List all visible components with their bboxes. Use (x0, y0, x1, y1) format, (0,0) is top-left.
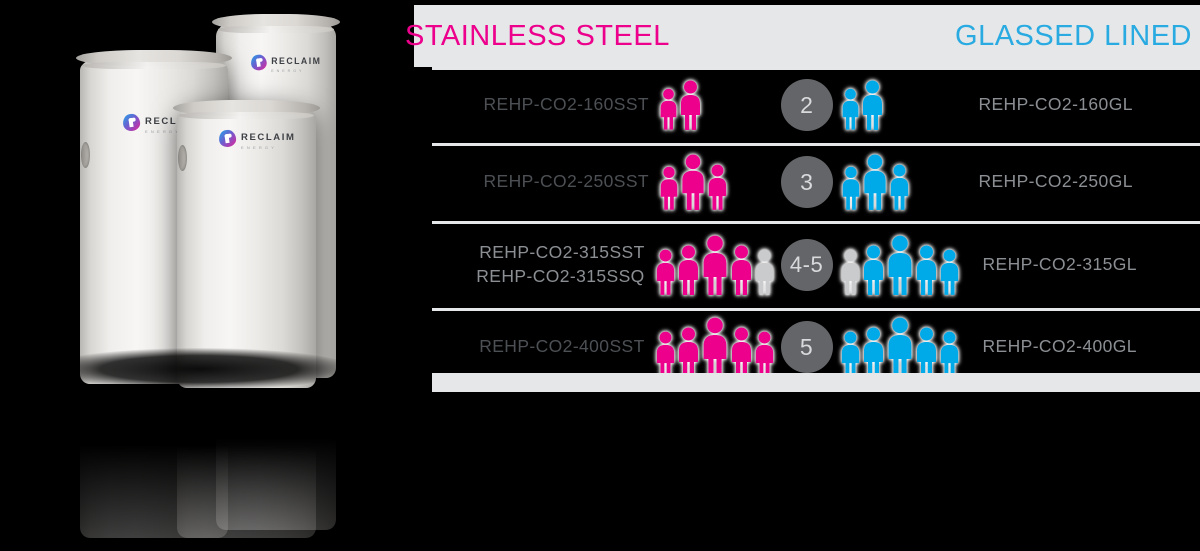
occupancy-badge: 3 (780, 156, 833, 208)
people-group-glassed (841, 80, 954, 130)
person-icon (889, 317, 912, 377)
person-icon (941, 331, 959, 377)
tank-side-port (178, 145, 187, 171)
person-icon (681, 80, 700, 130)
brand-logo-front: RECLAIM ENERGY (217, 128, 296, 150)
table-row[interactable]: REHP-CO2-250SST 3 REHP-CO2-250GL (414, 143, 1200, 221)
floor-shadow-front (44, 348, 354, 390)
person-icon (864, 327, 884, 377)
brand-logo-left: RECLAIM ENERGY (121, 112, 200, 134)
header-title-glassed-lined: GLASSED LINED (955, 19, 1192, 52)
glassed-lined-model-codes: REHP-CO2-400GL (958, 335, 1200, 359)
person-icon (842, 249, 860, 295)
occupancy-badge: 4-5 (780, 238, 833, 291)
glassed-lined-model-codes: REHP-CO2-160GL (954, 93, 1200, 117)
person-icon (842, 331, 860, 377)
logo-wordmark: RECLAIM (241, 132, 296, 143)
tank-rim (179, 112, 314, 119)
stainless-steel-model-codes: REHP-CO2-250SST (414, 170, 659, 194)
occupancy-badge-wrap: 3 (772, 156, 841, 208)
person-icon (660, 88, 677, 130)
person-icon (656, 249, 674, 295)
reclaim-droplet-icon (121, 113, 142, 133)
header-title-stainless-steel: STAINLESS STEEL (405, 19, 670, 52)
table-header-bar: STAINLESS STEEL GLASSED LINED (405, 5, 1200, 67)
product-code: REHP-CO2-250GL (978, 171, 1133, 192)
row-separator (432, 308, 1200, 311)
row-separator (432, 143, 1200, 146)
people-group-stainless (659, 154, 772, 210)
person-icon (682, 154, 704, 210)
tank-reflection-front (177, 390, 316, 538)
person-icon (678, 245, 698, 295)
people-group-stainless (655, 235, 773, 295)
glassed-lined-model-codes: REHP-CO2-250GL (954, 170, 1200, 194)
person-icon (864, 154, 886, 210)
product-code: REHP-CO2-315SSQ (476, 265, 645, 286)
logo-wordmark: RECLAIM (271, 56, 322, 67)
logo-subtext: ENERGY (241, 144, 278, 150)
person-icon (842, 166, 860, 210)
product-code: REHP-CO2-160SST (483, 94, 649, 115)
person-icon (731, 245, 751, 295)
product-code: REHP-CO2-160GL (978, 94, 1133, 115)
occupancy-badge: 5 (780, 321, 833, 373)
row-separator (432, 67, 1200, 70)
person-icon (891, 164, 909, 210)
people-group-glassed (840, 317, 959, 377)
people-group-glassed (841, 154, 954, 210)
logo-subtext: ENERGY (145, 128, 182, 134)
reclaim-droplet-icon (249, 53, 268, 72)
person-icon (917, 245, 937, 295)
logo-subtext: ENERGY (271, 68, 305, 73)
comparison-panel: STAINLESS STEEL GLASSED LINED REHP-CO2-1… (405, 0, 1200, 551)
product-code: REHP-CO2-315GL (982, 253, 1137, 274)
person-icon (863, 80, 883, 130)
person-icon (708, 164, 727, 210)
person-icon (731, 327, 751, 377)
logo-wordmark: RECLAIM (145, 116, 200, 127)
tank-rim (82, 62, 226, 69)
product-photo: RECLAIM ENERGY RECLAIM ENERGY RECLAIM EN… (0, 0, 400, 551)
people-group-glassed (840, 235, 959, 295)
product-code: REHP-CO2-400SST (479, 336, 645, 357)
product-code: REHP-CO2-315SST (479, 241, 645, 262)
person-icon (656, 331, 674, 377)
person-icon (864, 245, 884, 295)
occupancy-badge-wrap: 4-5 (773, 238, 841, 291)
row-separator (432, 221, 1200, 224)
tank-front-small: RECLAIM ENERGY (173, 100, 320, 388)
stainless-steel-model-codes: REHP-CO2-315SST REHP-CO2-315SSQ (414, 241, 655, 288)
person-icon (889, 235, 912, 295)
product-code: REHP-CO2-250SST (483, 171, 649, 192)
comparison-rows: REHP-CO2-160SST 2 REHP-CO2-160GL REHP-CO2-2… (414, 67, 1200, 386)
person-icon (941, 249, 959, 295)
occupancy-badge-wrap: 5 (773, 321, 841, 373)
reclaim-droplet-icon (217, 129, 238, 149)
people-group-stainless (659, 80, 772, 130)
stainless-steel-model-codes: REHP-CO2-160SST (414, 93, 659, 117)
occupancy-badge: 2 (780, 79, 833, 131)
person-icon (660, 166, 678, 210)
person-icon (755, 249, 773, 295)
brand-logo-rear: RECLAIM ENERGY (249, 53, 322, 73)
tank-rim (218, 26, 334, 33)
table-row[interactable]: REHP-CO2-315SST REHP-CO2-315SSQ 4-5 REHP-CO… (414, 221, 1200, 308)
stainless-steel-model-codes: REHP-CO2-400SST (414, 335, 655, 359)
person-icon (755, 331, 773, 377)
table-row[interactable]: REHP-CO2-160SST 2 REHP-CO2-160GL (414, 67, 1200, 143)
table-row[interactable]: REHP-CO2-400SST 5 REHP-CO2-400GL (414, 308, 1200, 386)
product-code: REHP-CO2-400GL (982, 336, 1137, 357)
person-icon (703, 235, 727, 295)
tank-side-port (81, 142, 90, 168)
person-icon (678, 327, 698, 377)
person-icon (917, 327, 937, 377)
person-icon (703, 317, 727, 377)
people-group-stainless (655, 317, 773, 377)
glassed-lined-model-codes: REHP-CO2-315GL (958, 253, 1200, 277)
occupancy-badge-wrap: 2 (772, 79, 841, 131)
person-icon (842, 88, 859, 130)
table-bottom-bar (432, 373, 1200, 392)
